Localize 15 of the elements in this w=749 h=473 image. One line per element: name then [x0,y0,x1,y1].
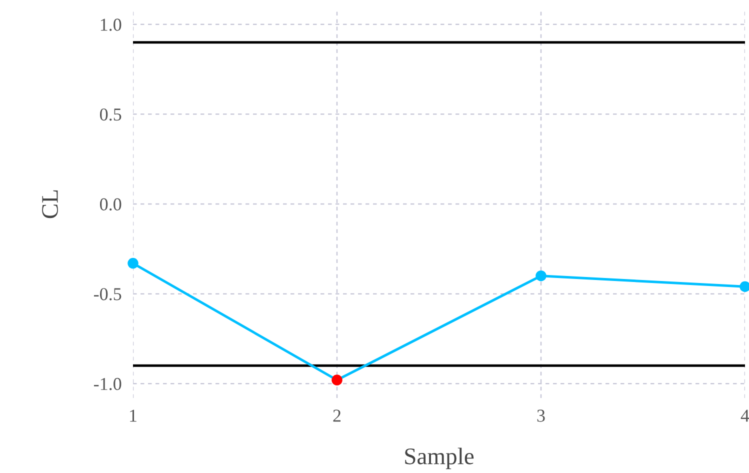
point [536,270,546,282]
y-tick-label: 0.5 [100,108,122,121]
x-tick-label: 4 [740,410,749,422]
x-tick-label: 1 [130,410,136,422]
y-tick-label: 1.0 [100,18,122,31]
y-tick-label: -1.0 [94,378,122,390]
y-tick-label: -0.5 [94,288,122,300]
x-axis-title: Sample [405,448,474,470]
x-tick-label: 3 [537,410,545,422]
point [128,258,138,269]
point [332,374,342,386]
y-axis-title: CL [42,190,58,218]
x-tick-label: 2 [333,410,341,422]
point [740,281,749,292]
y-tick-label: 0.0 [100,198,122,211]
